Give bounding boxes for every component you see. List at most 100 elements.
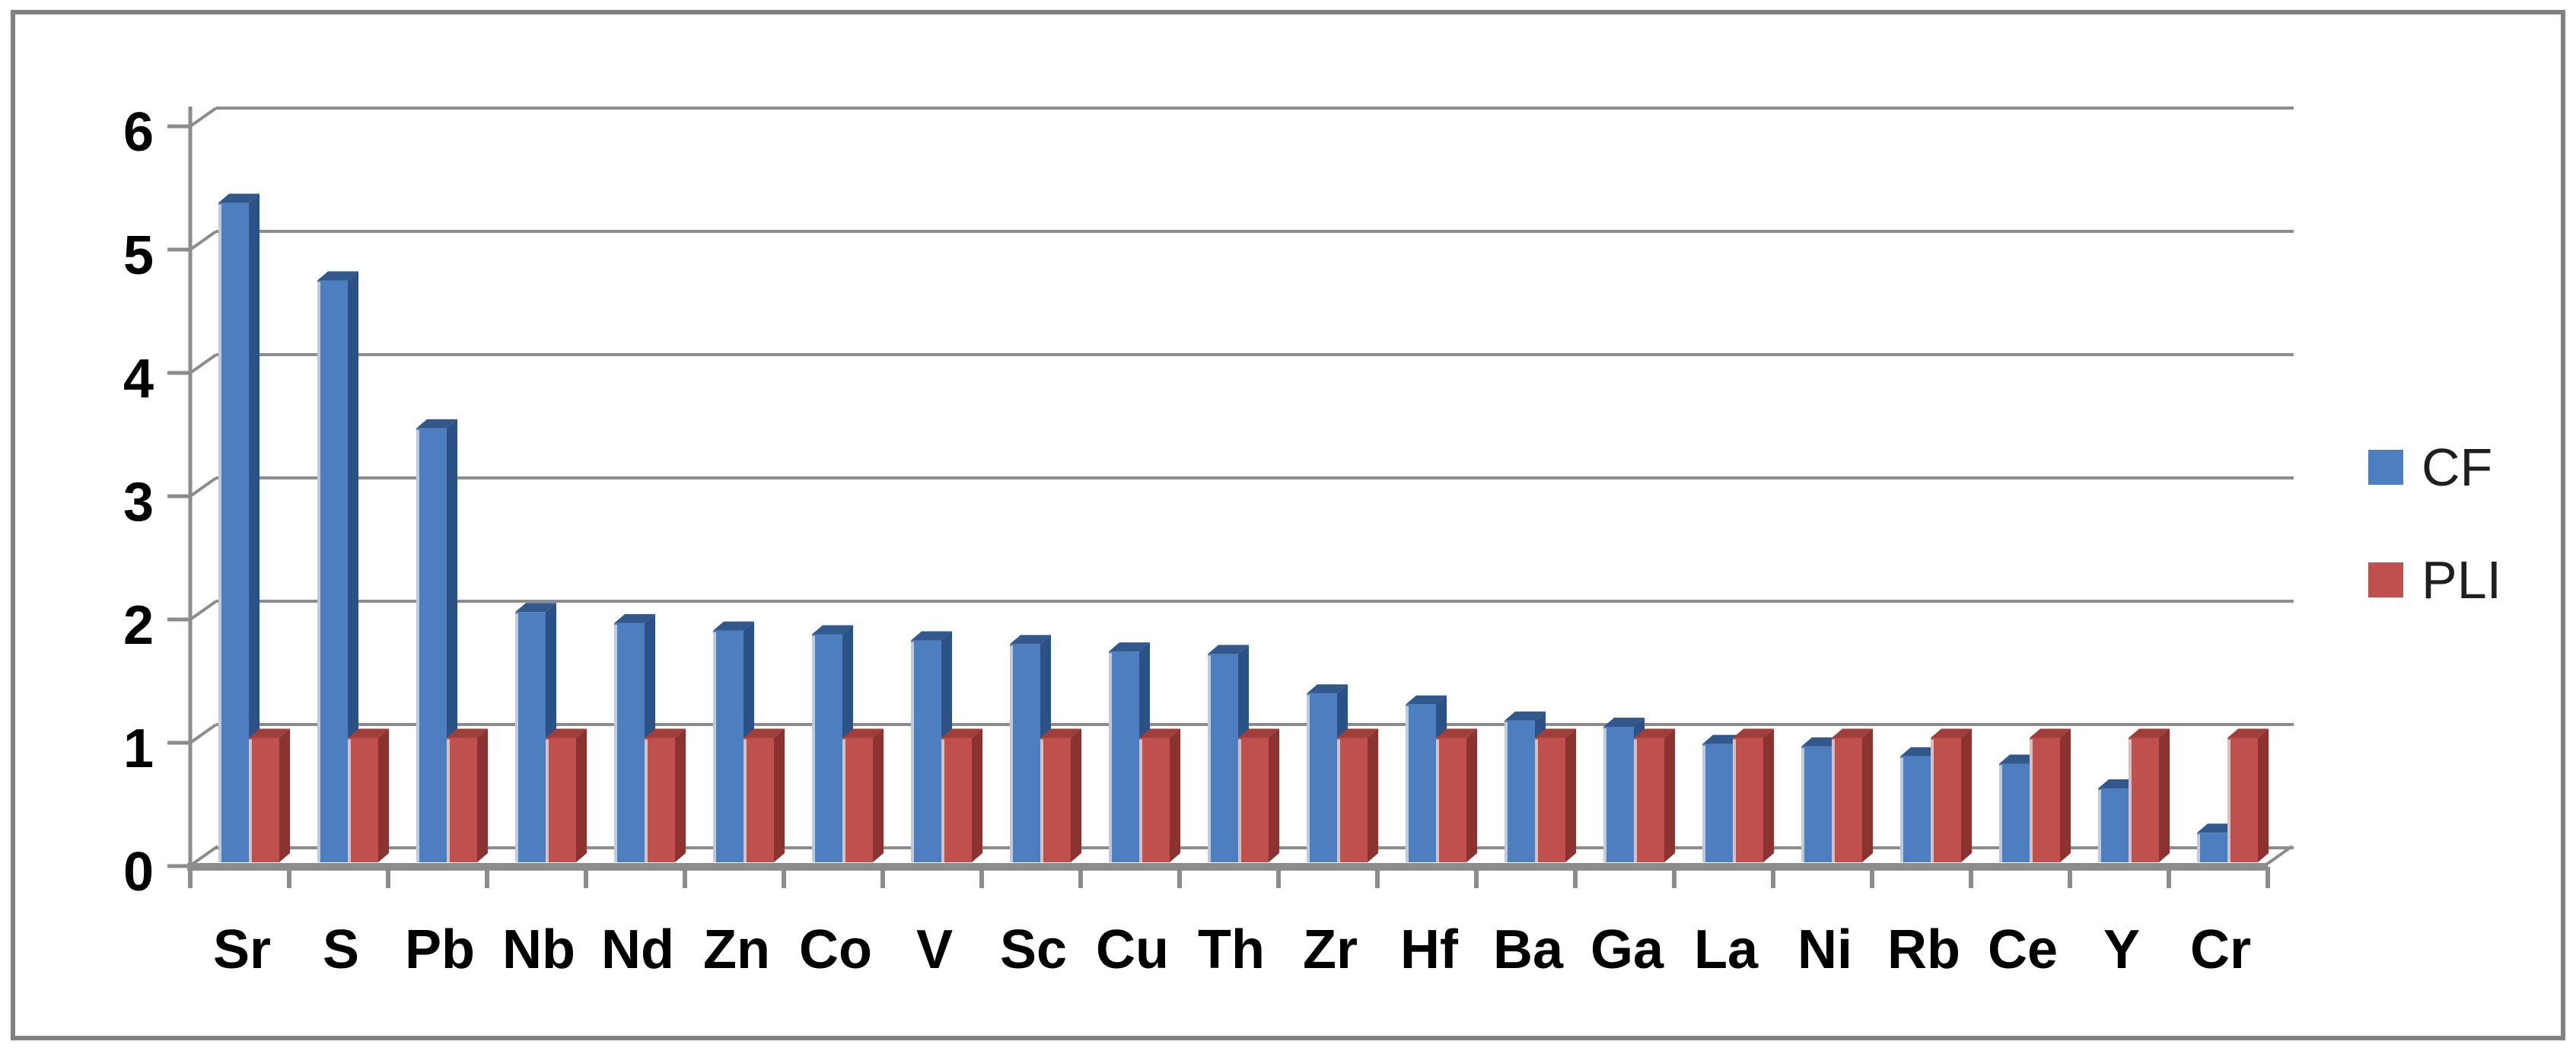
bar-pli-Nb xyxy=(546,737,576,862)
bar-pli-Sc-top xyxy=(1040,728,1081,738)
bar-cf-Nb-highlight xyxy=(515,613,518,862)
y-tick-label-0: 0 xyxy=(123,842,154,903)
bar-cf-Cr-highlight xyxy=(2197,834,2200,862)
y-tick-label-3: 3 xyxy=(123,472,154,533)
bar-pli-Y-highlight xyxy=(2129,739,2132,862)
bar-pli-La-side xyxy=(1763,728,1774,862)
bar-cf-Cr xyxy=(2197,833,2227,862)
floor-right-edge xyxy=(2265,845,2294,866)
x-category-label-Zn: Zn xyxy=(703,919,770,980)
x-category-label-Zr: Zr xyxy=(1303,919,1358,980)
bar-pli-Rb-top xyxy=(1931,728,1972,738)
bar-pli-Pb-top xyxy=(447,728,488,738)
bar-pli-Cu xyxy=(1139,737,1170,862)
x-category-label-Ga: Ga xyxy=(1590,919,1664,980)
bar-cf-Nd-highlight xyxy=(614,624,617,862)
bar-pli-La-top xyxy=(1733,728,1774,738)
bar-pli-V-highlight xyxy=(941,739,944,862)
bar-pli-Zr-side xyxy=(1368,728,1378,862)
bar-pli-Sr-side xyxy=(279,728,290,862)
x-category-label-Nb: Nb xyxy=(502,919,575,980)
bar-cf-Sr-highlight xyxy=(218,204,221,862)
bar-pli-Ga-side xyxy=(1664,728,1675,862)
bar-pli-V-side xyxy=(972,728,982,862)
bar-cf-Ga xyxy=(1603,726,1634,862)
bar-pli-Zr-highlight xyxy=(1337,739,1340,862)
bar-cf-Zr xyxy=(1307,693,1337,862)
bar-pli-Th-side xyxy=(1269,728,1279,862)
x-category-label-La: La xyxy=(1694,919,1759,980)
bar-cf-Ce xyxy=(1999,763,2030,862)
x-category-label-Nd: Nd xyxy=(601,919,674,980)
bar-cf-Sr xyxy=(218,202,249,862)
gridline-diagonal-3 xyxy=(189,476,218,498)
y-tick-label-1: 1 xyxy=(123,718,154,779)
bar-cf-Co-top xyxy=(812,625,853,635)
bar-pli-Y-side xyxy=(2159,728,2170,862)
bar-pli-Hf-highlight xyxy=(1436,739,1439,862)
bar-pli-Y xyxy=(2129,737,2159,862)
bar-cf-Ni-highlight xyxy=(1801,747,1804,862)
x-category-label-Rb: Rb xyxy=(1887,919,1960,980)
bar-pli-S-top xyxy=(348,728,389,738)
bar-cf-V-top xyxy=(911,631,952,641)
bar-cf-Rb-highlight xyxy=(1900,757,1903,862)
bar-pli-Sc-side xyxy=(1071,728,1081,862)
bar-pli-Ce-side xyxy=(2060,728,2071,862)
bar-cf-Cu xyxy=(1109,651,1139,862)
x-category-label-Sr: Sr xyxy=(213,919,271,980)
bar-pli-Sr-top xyxy=(249,728,290,738)
bar-pli-Hf-top xyxy=(1436,728,1477,738)
x-category-label-V: V xyxy=(916,919,953,980)
bar-pli-Th-highlight xyxy=(1238,739,1241,862)
bar-cf-Ba xyxy=(1505,720,1535,862)
legend-item-cf: CF xyxy=(2368,441,2501,494)
bar-pli-Rb-highlight xyxy=(1931,739,1934,862)
bar-pli-Ce-highlight xyxy=(2030,739,2033,862)
bar-cf-Zr-top xyxy=(1307,684,1348,694)
bar-pli-Sc-highlight xyxy=(1040,739,1043,862)
bar-cf-Th xyxy=(1208,654,1238,862)
bar-pli-Nd-top xyxy=(645,728,686,738)
bar-pli-Co-side xyxy=(873,728,884,862)
bar-pli-Sr xyxy=(249,737,279,862)
bar-pli-Cu-top xyxy=(1139,728,1180,738)
bar-cf-Sc-highlight xyxy=(1010,645,1013,862)
bar-cf-Ga-highlight xyxy=(1603,728,1606,862)
bar-pli-Pb-highlight xyxy=(447,739,450,862)
bar-pli-Ni-highlight xyxy=(1832,739,1835,862)
bar-pli-Zr-top xyxy=(1337,728,1378,738)
bar-pli-Zr xyxy=(1337,737,1368,862)
bar-cf-Rb xyxy=(1900,756,1931,862)
y-tick-label-2: 2 xyxy=(123,595,154,656)
floor-left-edge xyxy=(190,845,219,866)
legend: CF PLI xyxy=(2368,441,2501,673)
bar-cf-Nd-top xyxy=(614,613,655,623)
bar-cf-La-highlight xyxy=(1702,745,1705,862)
y-tick-label-4: 4 xyxy=(123,349,154,409)
bar-pli-Ba-highlight xyxy=(1535,739,1538,862)
bar-pli-Y-top xyxy=(2129,728,2170,738)
bar-cf-Co-highlight xyxy=(812,635,815,862)
bar-pli-Ba-top xyxy=(1535,728,1576,738)
bar-cf-Ba-top xyxy=(1505,711,1546,721)
bar-pli-Co-top xyxy=(842,728,884,738)
bar-cf-Zn xyxy=(713,630,744,862)
y-tick-label-6: 6 xyxy=(123,102,154,163)
bar-pli-Sc xyxy=(1040,737,1071,862)
bar-cf-Cu-top xyxy=(1109,642,1150,652)
y-tick-label-5: 5 xyxy=(123,225,154,286)
x-category-label-S: S xyxy=(323,919,359,980)
x-category-label-Hf: Hf xyxy=(1400,919,1459,980)
bar-cf-Co xyxy=(812,634,842,862)
bar-pli-Rb-side xyxy=(1961,728,1972,862)
x-category-label-Ni: Ni xyxy=(1797,919,1852,980)
bar-pli-Nd xyxy=(645,737,675,862)
bar-cf-S-highlight xyxy=(317,282,320,862)
bar-pli-Zn xyxy=(744,737,774,862)
bar-pli-Pb-side xyxy=(477,728,488,862)
bar-pli-Ni-side xyxy=(1862,728,1873,862)
bar-cf-Ba-highlight xyxy=(1505,721,1508,862)
bar-cf-Ni xyxy=(1801,746,1832,862)
bar-cf-Nd xyxy=(614,623,645,862)
